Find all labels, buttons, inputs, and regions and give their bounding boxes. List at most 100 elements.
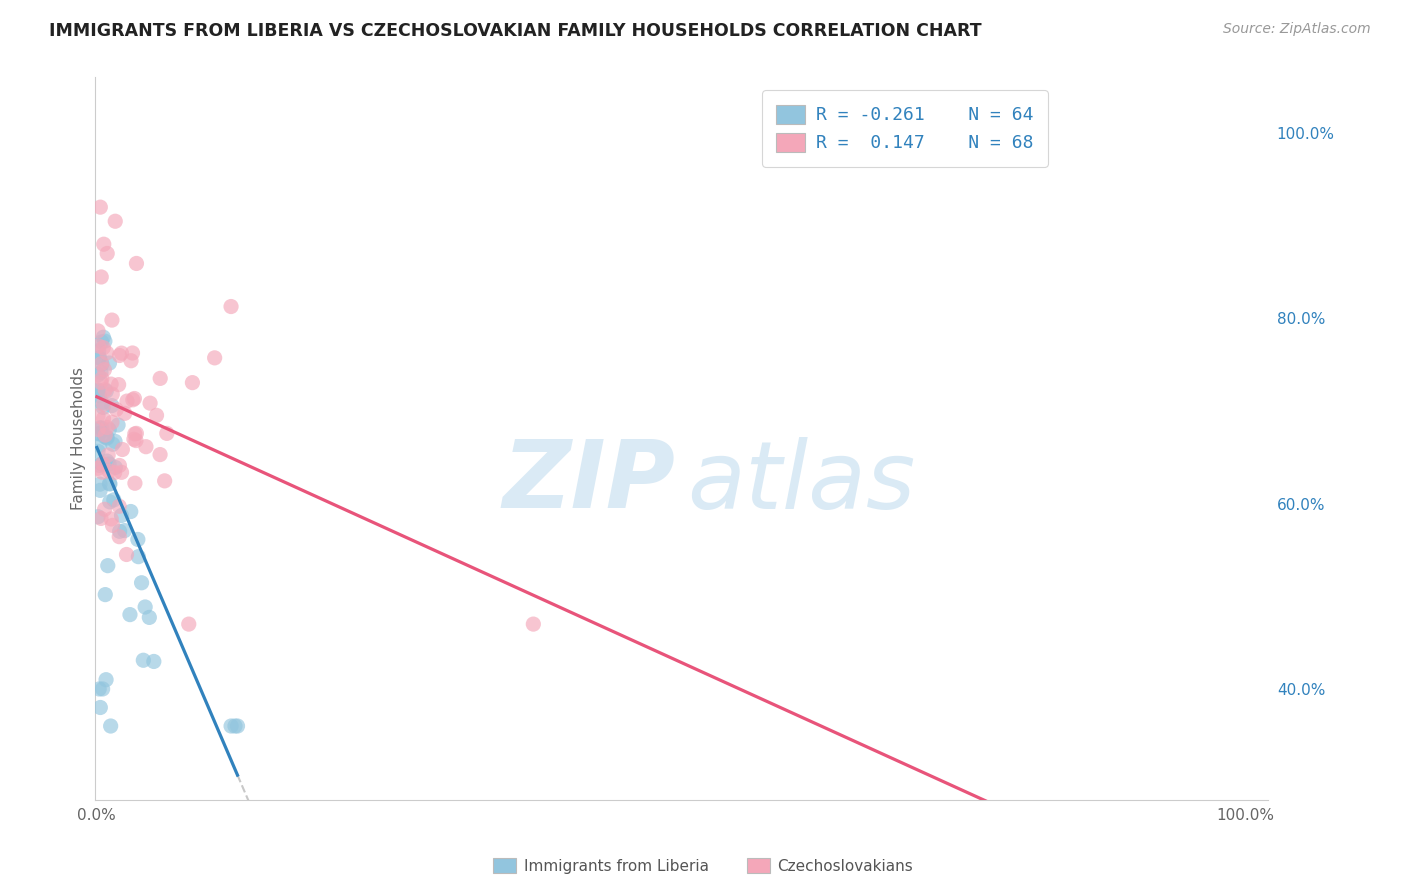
Point — [131, 575, 153, 590]
Point — [90, 421, 112, 435]
Point — [114, 406, 136, 420]
Point — [90, 371, 112, 385]
Point — [104, 434, 127, 449]
Point — [96, 346, 118, 360]
Point — [90, 334, 112, 349]
Point — [100, 719, 122, 733]
Text: ZIP: ZIP — [503, 436, 676, 528]
Point — [90, 366, 112, 380]
Point — [91, 457, 114, 471]
Point — [121, 346, 143, 360]
Point — [101, 399, 124, 413]
Legend: R = -0.261    N = 64, R =  0.147    N = 68: R = -0.261 N = 64, R = 0.147 N = 68 — [762, 90, 1047, 167]
Point — [98, 356, 121, 370]
Point — [132, 653, 155, 667]
Point — [98, 423, 121, 437]
Point — [104, 466, 127, 480]
Point — [87, 351, 110, 365]
Point — [124, 392, 146, 406]
Point — [204, 351, 226, 365]
Point — [87, 426, 110, 441]
Point — [115, 394, 138, 409]
Point — [90, 270, 112, 285]
Y-axis label: Family Households: Family Households — [72, 368, 86, 510]
Point — [93, 362, 115, 376]
Point — [94, 334, 117, 348]
Point — [101, 437, 124, 451]
Point — [94, 383, 117, 397]
Point — [93, 237, 115, 252]
Point — [120, 504, 142, 518]
Text: Source: ZipAtlas.com: Source: ZipAtlas.com — [1223, 22, 1371, 37]
Point — [101, 387, 124, 401]
Point — [98, 477, 121, 491]
Point — [110, 508, 132, 523]
Point — [177, 617, 200, 632]
Point — [101, 415, 124, 429]
Point — [111, 442, 134, 457]
Point — [91, 330, 114, 344]
Point — [149, 448, 172, 462]
Point — [91, 681, 114, 696]
Point — [114, 524, 136, 538]
Point — [98, 464, 121, 478]
Point — [90, 511, 112, 525]
Point — [105, 402, 128, 417]
Point — [134, 599, 156, 614]
Point — [108, 458, 131, 473]
Point — [96, 454, 118, 468]
Point — [101, 313, 124, 327]
Point — [89, 458, 111, 473]
Point — [156, 426, 179, 441]
Point — [93, 411, 115, 425]
Point — [87, 423, 110, 437]
Point — [104, 214, 127, 228]
Point — [98, 476, 121, 491]
Point — [90, 357, 112, 371]
Point — [135, 440, 157, 454]
Point — [139, 396, 162, 410]
Point — [94, 428, 117, 442]
Point — [101, 518, 124, 533]
Point — [97, 448, 120, 462]
Point — [89, 483, 111, 498]
Point — [108, 500, 131, 514]
Point — [87, 383, 110, 397]
Point — [94, 673, 117, 687]
Point — [103, 492, 125, 507]
Point — [96, 384, 118, 398]
Text: atlas: atlas — [688, 437, 915, 528]
Point — [89, 200, 111, 214]
Point — [121, 392, 143, 407]
Point — [96, 431, 118, 445]
Point — [94, 588, 117, 602]
Point — [96, 430, 118, 444]
Point — [127, 549, 149, 564]
Point — [90, 396, 112, 410]
Point — [87, 409, 110, 423]
Point — [93, 397, 115, 411]
Point — [107, 417, 129, 432]
Point — [87, 509, 110, 524]
Point — [100, 512, 122, 526]
Point — [108, 530, 131, 544]
Point — [91, 341, 114, 355]
Point — [87, 461, 110, 475]
Point — [91, 457, 114, 471]
Point — [89, 477, 111, 491]
Point — [120, 353, 142, 368]
Point — [115, 548, 138, 562]
Point — [224, 719, 246, 733]
Point — [226, 719, 249, 733]
Point — [87, 368, 110, 382]
Point — [153, 474, 176, 488]
Point — [100, 377, 122, 392]
Point — [91, 401, 114, 415]
Point — [108, 349, 131, 363]
Point — [89, 389, 111, 403]
Point — [89, 426, 111, 441]
Point — [125, 256, 148, 270]
Point — [89, 421, 111, 435]
Point — [87, 444, 110, 458]
Point — [142, 655, 165, 669]
